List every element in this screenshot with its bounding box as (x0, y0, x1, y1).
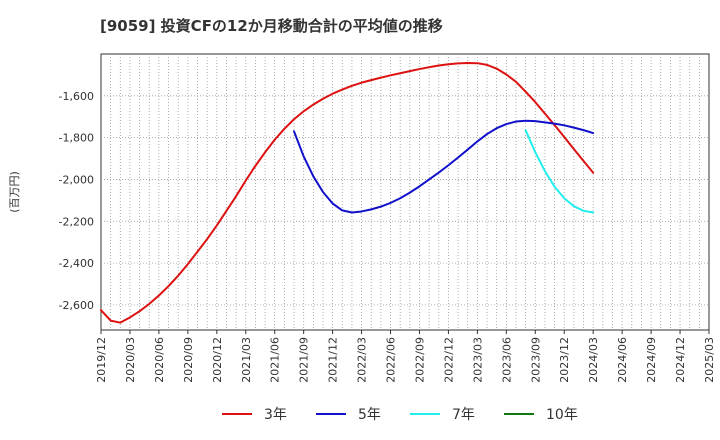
legend: 3年 5年 7年 10年 (222, 407, 578, 423)
x-tick-label: 2024/06 (616, 337, 629, 383)
x-tick-label: 2019/12 (95, 337, 108, 383)
x-tick-label: 2024/03 (587, 337, 600, 383)
series-line-3年 (100, 61, 595, 324)
series-line-7年 (524, 129, 595, 214)
x-tick-label: 2021/03 (240, 337, 253, 383)
chart-title: [9059] 投資CFの12か月移動合計の平均値の推移 (100, 17, 443, 35)
y-tick-label: -1,600 (59, 90, 94, 103)
x-tick-label: 2020/09 (182, 337, 195, 383)
y-tick-label: -2,200 (59, 215, 94, 228)
x-tick-label: 2022/09 (413, 337, 426, 383)
y-tick-label: -1,800 (59, 132, 94, 145)
x-tick-label: 2022/03 (356, 337, 369, 383)
series-line-5年 (293, 119, 595, 214)
x-tick-label: 2023/03 (471, 337, 484, 383)
x-tick-label: 2024/09 (645, 337, 658, 383)
x-tick-label: 2021/12 (327, 337, 340, 383)
x-tick-label: 2025/03 (703, 337, 716, 383)
y-axis-ticks: -2,600 -2,400 -2,200 -2,000 -1,800 -1,600 (59, 90, 94, 312)
legend-label: 7年 (452, 407, 475, 423)
legend-label: 10年 (546, 407, 578, 423)
x-tick-label: 2023/12 (558, 337, 571, 383)
x-tick-label: 2020/03 (124, 337, 137, 383)
x-gridlines (110, 54, 700, 330)
plot-area (100, 53, 710, 331)
y-tick-label: -2,600 (59, 299, 94, 312)
x-axis-ticks: 2019/12 2020/03 2020/06 2020/09 2020/12 2021/… (95, 330, 716, 383)
x-tick-label: 2020/06 (153, 337, 166, 383)
x-tick-label: 2023/09 (529, 337, 542, 383)
x-tick-label: 2022/12 (442, 337, 455, 383)
series-lines (100, 61, 595, 324)
x-tick-label: 2020/12 (211, 337, 224, 383)
y-gridlines (101, 95, 709, 306)
x-tick-label: 2023/06 (500, 337, 513, 383)
x-tick-label: 2021/09 (298, 337, 311, 383)
y-tick-label: -2,000 (59, 173, 94, 186)
y-tick-label: -2,400 (59, 257, 94, 270)
x-tick-label: 2022/06 (385, 337, 398, 383)
legend-label: 5年 (358, 407, 381, 423)
y-axis-label: (百万円) (8, 171, 21, 213)
x-tick-label: 2024/12 (674, 337, 687, 383)
x-tick-label: 2021/06 (269, 337, 282, 383)
legend-label: 3年 (264, 407, 287, 423)
